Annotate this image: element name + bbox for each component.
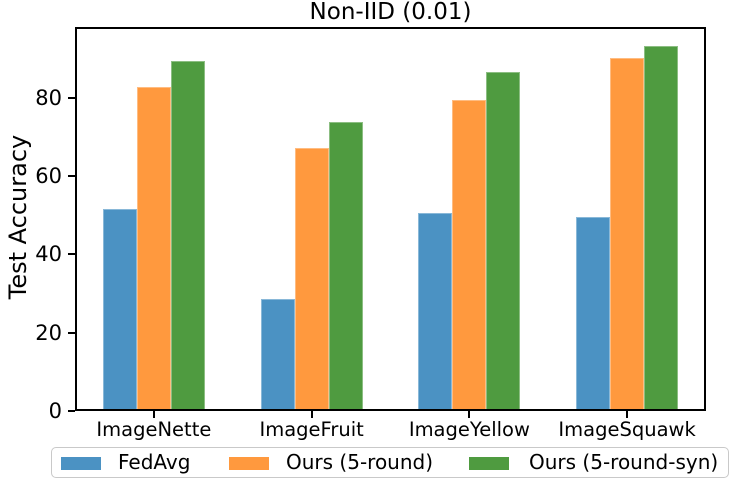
x-tick-mark — [310, 411, 313, 418]
y-tick-label: 20 — [35, 320, 62, 345]
y-tick-label: 80 — [35, 85, 62, 110]
legend-swatch-ours-5-round — [229, 457, 269, 470]
legend: FedAvg Ours (5-round) Ours (5-round-syn) — [51, 447, 729, 478]
plot-frame — [75, 27, 706, 411]
x-tick-mark — [152, 411, 155, 418]
y-tick-mark — [68, 253, 75, 256]
legend-label-ours-5-round-syn: Ours (5-round-syn) — [529, 450, 719, 474]
x-tick-label-imagenette: ImageNette — [96, 418, 212, 441]
chart-title: Non-IID (0.01) — [309, 0, 472, 25]
x-tick-mark — [626, 411, 629, 418]
y-tick-mark — [68, 410, 75, 412]
x-tick-label-imageyellow: ImageYellow — [408, 418, 530, 441]
x-tick-label-imagesquawk: ImageSquawk — [558, 418, 696, 441]
y-axis-label: Test Accuracy — [4, 134, 32, 300]
y-tick-label: 0 — [48, 399, 62, 423]
y-tick-mark — [68, 174, 75, 177]
legend-swatch-fedavg — [61, 457, 101, 470]
y-tick-mark — [68, 96, 75, 99]
legend-label-ours-5-round: Ours (5-round) — [286, 450, 434, 474]
y-tick-mark — [68, 331, 75, 334]
x-tick-label-imagefruit: ImageFruit — [259, 418, 364, 441]
legend-label-fedavg: FedAvg — [118, 450, 191, 474]
x-tick-mark — [468, 411, 471, 418]
legend-swatch-ours-5-round-syn — [469, 457, 509, 470]
